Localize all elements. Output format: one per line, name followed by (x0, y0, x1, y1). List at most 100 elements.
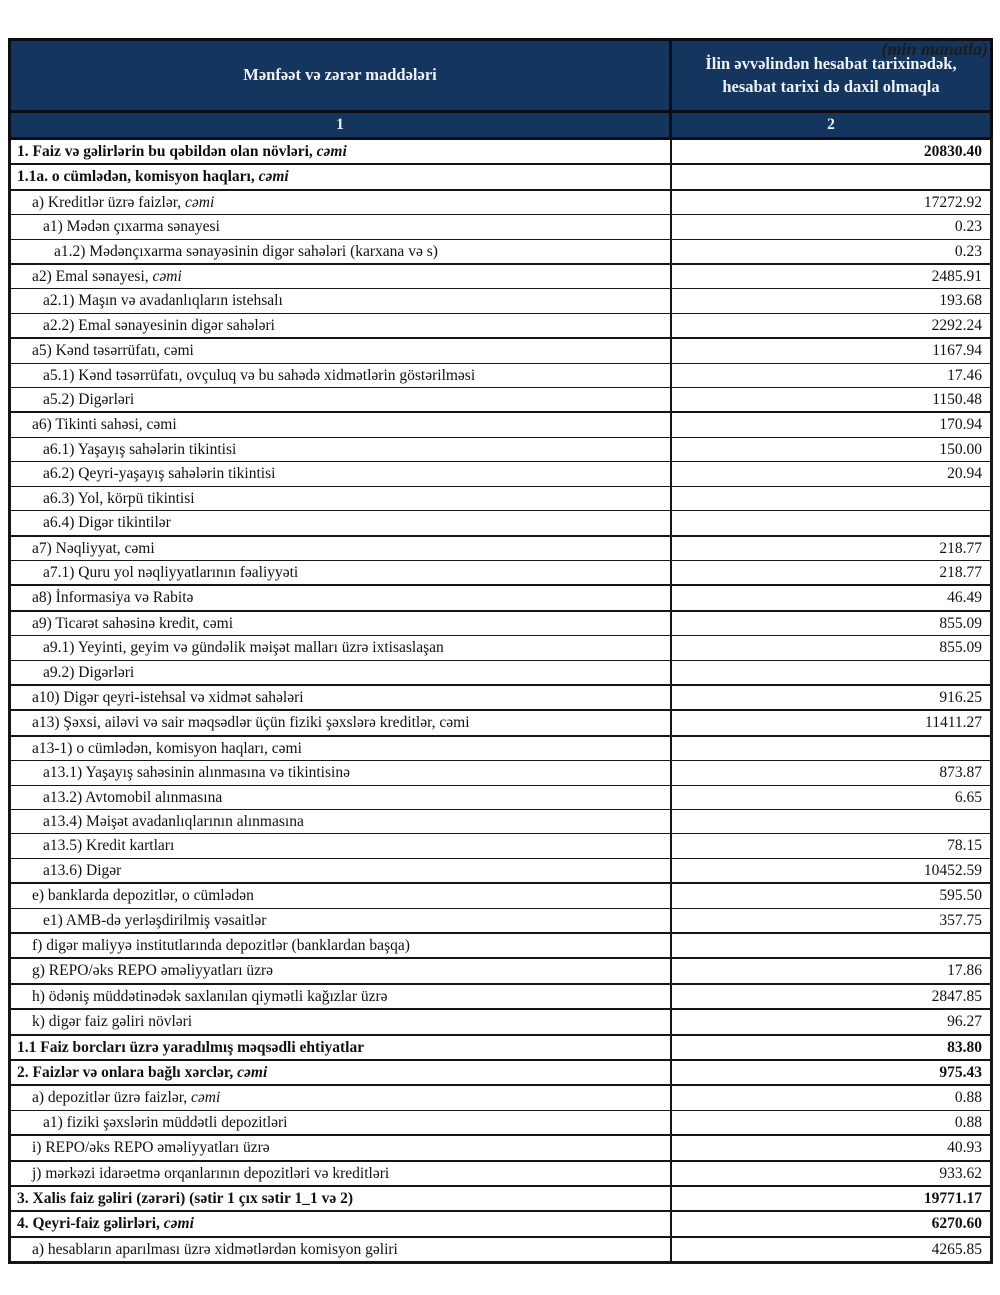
row-value: 1150.48 (670, 387, 993, 413)
row-label: a13.5) Kredit kartları (8, 833, 672, 859)
table-row: a2.2) Emal sənayesinin digər sahələri 229… (8, 312, 993, 339)
row-label: a9) Ticarət sahəsinə kredit, cəmi (8, 609, 672, 637)
row-label: e1) AMB-də yerləşdirilmiş vəsaitlər (8, 907, 672, 934)
table-row: a13.5) Kredit kartları 78.15 (8, 833, 993, 859)
table-row: a13-1) o cümlədən, komisyon haqları, cəm… (8, 734, 993, 762)
row-value: 2847.85 (670, 982, 993, 1010)
row-value: 855.09 (670, 609, 993, 637)
row-label: a2) Emal sənayesi, cəmi (8, 263, 672, 290)
table-row: a1) Mədən çıxarma sənayesi 0.23 (8, 214, 993, 240)
row-value (670, 931, 993, 959)
row-label: a13-1) o cümlədən, komisyon haqları, cəm… (8, 734, 672, 762)
table-row: 3. Xalis faiz gəliri (zərəri) (sətir 1 ç… (8, 1185, 993, 1212)
table-row: a1.2) Mədənçıxarma sənayəsinin digər sah… (8, 238, 993, 265)
table-row: i) REPO/əks REPO əməliyyatları üzrə 40.93 (8, 1134, 993, 1162)
table-row: a9) Ticarət sahəsinə kredit, cəmi 855.09 (8, 609, 993, 637)
row-value: 0.23 (670, 238, 993, 265)
table-row: a13.4) Məişət avadanlıqlarının alınmasın… (8, 808, 993, 835)
table-header: Mənfəət və zərər maddələri İlin əvvəlind… (8, 38, 993, 140)
row-value: 40.93 (670, 1134, 993, 1162)
row-label: a13) Şəxsi, ailəvi və sair məqsədlər üçü… (8, 709, 672, 737)
row-value: 595.50 (670, 882, 993, 909)
header-period-line2: hesabat tarixi də daxil olmaqla (722, 76, 940, 96)
row-value: 0.88 (670, 1084, 993, 1111)
row-label: a5.1) Kənd təsərrüfatı, ovçuluq və bu sa… (8, 362, 672, 389)
row-label: a2.2) Emal sənayesinin digər sahələri (8, 312, 672, 339)
table-row: a10) Digər qeyri-istehsal və xidmət sahə… (8, 683, 993, 711)
row-value: 17.46 (670, 362, 993, 389)
row-value: 975.43 (670, 1059, 993, 1086)
row-value: 78.15 (670, 833, 993, 859)
row-label: a7) Nəqliyyat, cəmi (8, 534, 672, 561)
row-label: 4. Qeyri-faiz gəlirləri, cəmi (8, 1210, 672, 1238)
row-label: a5.2) Digərləri (8, 387, 672, 413)
table-row: a5.2) Digərləri 1150.48 (8, 387, 993, 413)
row-label: a9.2) Digərləri (8, 659, 672, 686)
row-value: 20.94 (670, 461, 993, 487)
row-label: a) hesabların aparılması üzrə xidmətlərd… (8, 1235, 672, 1265)
row-value: 357.75 (670, 907, 993, 934)
row-value (670, 734, 993, 762)
table-row: g) REPO/əks REPO əməliyyatları üzrə 17.86 (8, 957, 993, 985)
table-row: a1) fiziki şəxslərin müddətli depozitlər… (8, 1109, 993, 1136)
profit-loss-table: Mənfəət və zərər maddələri İlin əvvəlind… (8, 38, 993, 1265)
table-row: h) ödəniş müddətinədək saxlanılan qiymət… (8, 982, 993, 1010)
column-number-2: 2 (669, 110, 993, 140)
table-row: a6.2) Qeyri-yaşayış sahələrin tikintisi 2… (8, 461, 993, 487)
table-row: a9.1) Yeyinti, geyim və gündəlik məişət … (8, 635, 993, 661)
header-items-label: Mənfəət və zərər maddələri (243, 65, 437, 85)
table-row: 1.1 Faiz borcları üzrə yaradılmış məqsəd… (8, 1033, 993, 1061)
table-row: a9.2) Digərləri (8, 659, 993, 686)
row-value: 10452.59 (670, 857, 993, 884)
table-row: a) Kreditlər üzrə faizlər, cəmi 17272.92 (8, 188, 993, 216)
row-label: 2. Faizlər və onlara bağlı xərclər, cəmi (8, 1059, 672, 1086)
row-value: 1167.94 (670, 337, 993, 364)
row-label: i) REPO/əks REPO əməliyyatları üzrə (8, 1134, 672, 1162)
row-label: 1.1 Faiz borcları üzrə yaradılmış məqsəd… (8, 1033, 672, 1061)
row-label: a) depozitlər üzrə faizlər, cəmi (8, 1084, 672, 1111)
table-row: a5.1) Kənd təsərrüfatı, ovçuluq və bu sa… (8, 362, 993, 389)
row-label: a9.1) Yeyinti, geyim və gündəlik məişət … (8, 635, 672, 661)
row-label: a6.1) Yaşayış sahələrin tikintisi (8, 436, 672, 463)
row-label: a1.2) Mədənçıxarma sənayəsinin digər sah… (8, 238, 672, 265)
row-value: 933.62 (670, 1159, 993, 1187)
table-row: a6.1) Yaşayış sahələrin tikintisi 150.00 (8, 436, 993, 463)
table-row: a13.6) Digər 10452.59 (8, 857, 993, 884)
row-label: a8) İnformasiya və Rabitə (8, 584, 672, 612)
row-value (670, 808, 993, 835)
table-row: a6.4) Digər tikintilər (8, 510, 993, 536)
header-items-column: Mənfəət və zərər maddələri (8, 38, 672, 113)
header-period-line1: İlin əvvəlindən hesabat tarixinədək, (705, 54, 957, 74)
row-label: h) ödəniş müddətinədək saxlanılan qiymət… (8, 982, 672, 1010)
row-value: 218.77 (670, 534, 993, 561)
row-label: a6.3) Yol, körpü tikintisi (8, 485, 672, 512)
row-label: a13.2) Avtomobil alınmasına (8, 784, 672, 810)
row-value: 17.86 (670, 957, 993, 985)
row-label: f) digər maliyyə institutlarında depozit… (8, 931, 672, 959)
row-value: 0.23 (670, 214, 993, 240)
row-value: 193.68 (670, 288, 993, 314)
row-value: 17272.92 (670, 188, 993, 216)
row-label: a1) Mədən çıxarma sənayesi (8, 214, 672, 240)
row-value: 2485.91 (670, 263, 993, 290)
row-label: g) REPO/əks REPO əməliyyatları üzrə (8, 957, 672, 985)
row-label: a5) Kənd təsərrüfatı, cəmi (8, 337, 672, 364)
header-period-column: İlin əvvəlindən hesabat tarixinədək, hes… (669, 38, 993, 113)
unit-note: (min manatla) (881, 39, 988, 59)
row-value: 96.27 (670, 1008, 993, 1036)
table-row: 4. Qeyri-faiz gəlirləri, cəmi 6270.60 (8, 1210, 993, 1238)
table-row: e) banklarda depozitlər, o cümlədən 595.5… (8, 882, 993, 909)
row-value: 83.80 (670, 1033, 993, 1061)
row-value: 150.00 (670, 436, 993, 463)
row-label: a13.6) Digər (8, 857, 672, 884)
table-row: e1) AMB-də yerləşdirilmiş vəsaitlər 357.7… (8, 907, 993, 934)
row-value: 218.77 (670, 559, 993, 586)
row-value: 170.94 (670, 411, 993, 438)
row-value (670, 485, 993, 512)
table-row: f) digər maliyyə institutlarında depozit… (8, 931, 993, 959)
table-row: a) depozitlər üzrə faizlər, cəmi 0.88 (8, 1084, 993, 1111)
row-value: 916.25 (670, 683, 993, 711)
table-row: 1. Faiz və gəlirlərin bu qəbildən olan n… (8, 137, 993, 165)
row-value (670, 510, 993, 536)
document-page: { "note": "(min manatla)", "colors": { "… (0, 38, 1000, 1295)
